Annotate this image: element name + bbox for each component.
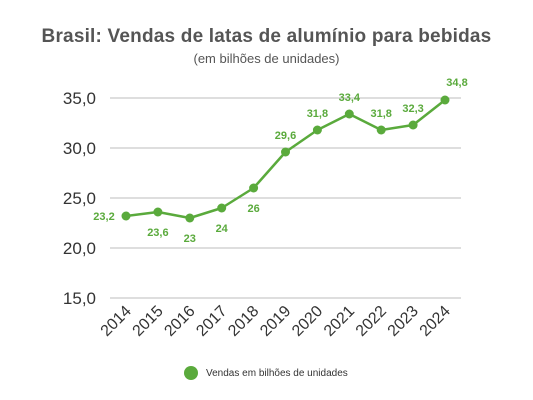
data-point (217, 203, 227, 213)
y-tick-label: 20,0 (63, 239, 96, 258)
chart-title: Brasil: Vendas de latas de alumínio para… (41, 26, 492, 47)
data-point (281, 147, 290, 157)
x-tick-label: 2016 (161, 303, 198, 340)
x-tick-label: 2024 (417, 303, 454, 340)
x-tick-label: 2018 (225, 303, 262, 340)
x-tick-label: 2015 (130, 303, 167, 340)
y-tick-label: 35,0 (63, 89, 96, 108)
data-point (249, 183, 259, 193)
legend-label: Vendas em bilhões de unidades (206, 367, 348, 379)
data-label: 33,4 (339, 92, 361, 104)
data-label: 23 (184, 233, 196, 245)
x-tick-label: 2021 (321, 303, 358, 340)
data-point (408, 120, 418, 130)
data-label: 31,8 (370, 108, 391, 120)
data-point (185, 213, 195, 223)
data-label: 23,2 (93, 211, 114, 223)
legend: Vendas em bilhões de unidades (184, 364, 348, 382)
data-label: 23,6 (147, 227, 168, 239)
data-label: 34,8 (446, 77, 467, 89)
x-tick-label: 2022 (353, 303, 390, 340)
data-point (153, 207, 163, 217)
data-point (312, 125, 322, 135)
x-tick-label: 2019 (257, 303, 294, 340)
x-tick-label: 2023 (385, 303, 422, 340)
legend-marker (184, 366, 198, 380)
data-label: 31,8 (307, 108, 328, 120)
data-point (376, 125, 386, 135)
y-tick-label: 25,0 (63, 189, 96, 208)
y-tick-label: 30,0 (63, 139, 96, 158)
x-tick-label: 2014 (98, 303, 135, 340)
series-line (125, 99, 446, 220)
data-label: 29,6 (275, 130, 296, 142)
data-point (344, 109, 354, 119)
x-tick-label: 2017 (193, 303, 230, 340)
chart-subtitle: (em bilhões de unidades) (193, 51, 340, 66)
data-point (440, 95, 450, 105)
data-label: 26 (247, 203, 259, 215)
data-label: 32,3 (402, 103, 423, 115)
y-tick-label: 15,0 (63, 289, 96, 308)
data-point (121, 211, 131, 221)
x-tick-label: 2020 (289, 303, 326, 340)
data-label: 24 (216, 223, 229, 235)
